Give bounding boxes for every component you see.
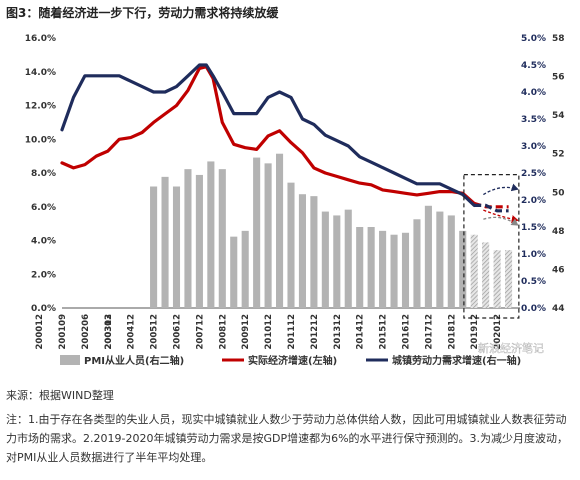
right1-axis-tick: 0.5% [521,277,546,287]
bar [436,211,444,308]
x-axis-tick-label: 200109 [58,314,68,350]
x-axis-tick-label: 200303 [104,314,114,350]
bar [344,209,352,308]
bar [184,169,192,308]
right2-axis-tick: 48 [552,227,565,237]
bar [207,161,215,308]
x-axis-tick-label: 201512 [379,314,389,350]
bar [298,194,306,308]
x-axis-tick-label: 200206 [81,314,91,350]
source-text: 来源：根据WIND整理 [6,389,114,402]
bar [333,215,341,308]
right1-axis-tick: 2.5% [521,169,546,179]
right1-axis-tick: 5.0% [521,34,546,44]
x-axis-tick-label: 201412 [356,314,366,350]
bar [161,176,169,308]
bar [401,232,410,308]
x-axis-tick-label: 201912 [470,314,480,350]
right1-axis-tick: 2.0% [521,196,546,206]
right2-axis-tick: 50 [552,188,565,198]
right1-axis-tick: 4.5% [521,61,546,71]
labor-demand-line-forecast [474,203,509,213]
bar [218,169,226,308]
x-axis-tick-label: 200512 [150,314,160,350]
bar [264,163,272,308]
note-text: 注：1.由于存在各类型的失业人员，现实中城镇就业人数少于劳动力总体供给人数，因此… [6,413,569,464]
bar [459,230,467,308]
x-axis-tick-label: 200012 [35,314,45,350]
right2-axis-tick: 54 [552,111,565,121]
left-axis-tick: 2.0% [31,270,56,280]
right1-axis-tick: 3.5% [521,115,546,125]
bar [310,196,318,308]
left-axis-tick: 8.0% [31,169,56,179]
right1-axis-tick: 1.5% [521,223,546,233]
bar [356,227,364,308]
left-axis-tick: 0.0% [31,304,56,314]
bar [172,186,181,308]
bar-forecast [493,250,501,308]
forecast-box [463,174,520,319]
bar [447,215,455,308]
bar [150,186,158,308]
right1-axis-tick: 0.0% [521,304,546,314]
bar [390,234,398,308]
bar [424,205,432,308]
right1-axis-tick: 1.0% [521,250,546,260]
right2-axis-tick: 58 [552,34,565,44]
legend-label-navy: 城镇劳动力需求增速(右一轴) [392,354,521,367]
bar [321,211,329,308]
bar [287,182,295,308]
gdp-growth-line [60,65,476,205]
x-axis-tick-label: 201112 [287,314,297,350]
bar [195,174,203,308]
bar-forecast [482,242,490,308]
legend-label-red: 实际经济增速(左轴) [248,354,337,367]
forecast-arrow-navy [483,183,519,196]
right1-axis-tick: 3.0% [521,142,546,152]
bar [367,227,375,308]
left-axis-tick: 16.0% [25,34,56,44]
bar-forecast [505,250,513,308]
labor-demand-line [60,63,476,207]
left-axis-tick: 12.0% [25,102,56,112]
x-axis-tick-label: 200712 [195,314,205,350]
left-axis-tick: 6.0% [31,203,56,213]
bar [276,153,284,308]
x-axis-tick-label: 201012 [264,314,274,350]
left-axis-tick: 14.0% [25,68,56,78]
right1-axis-tick: 4.0% [521,88,546,98]
bar [379,230,387,308]
bar [230,236,238,308]
right2-axis-tick: 52 [552,150,565,160]
x-axis-tick-label: 201312 [333,314,343,350]
forecast-arrow-gray [483,216,519,226]
legend-label-bar: PMI从业人员(右二轴) [84,354,184,367]
chart-title: 图3：随着经济进一步下行，劳动力需求将持续放缓 [6,6,279,20]
right2-axis-tick: 44 [552,304,565,314]
watermark: 新浪经济笔记 [478,341,544,355]
x-axis-tick-label: 200312 [104,314,114,350]
x-axis-tick-label: 200412 [127,314,137,350]
x-axis-tick-label: 200912 [241,314,251,350]
right2-axis-tick: 56 [552,73,565,83]
x-axis-tick-label: 201712 [424,314,434,350]
legend-swatch-bar [60,355,80,365]
x-axis-tick-label: 200812 [218,314,228,350]
bar [253,157,261,308]
left-axis-tick: 4.0% [31,237,56,247]
left-axis-tick: 10.0% [25,135,56,145]
bar-forecast [470,234,478,308]
x-axis-tick-label: 202012 [493,314,503,350]
chart: 0.0% 2.0% 4.0% 6.0% 8.0% 10.0% 12.0% 14.0% 16.0%… [25,34,565,367]
bar [413,219,421,308]
x-axis-tick-label: 200612 [173,314,183,350]
bar [241,230,249,308]
x-axis-tick-label: 201612 [402,314,412,350]
x-axis-tick-label: 201212 [310,314,320,350]
x-axis-tick-label: 201812 [447,314,457,350]
right2-axis-tick: 46 [552,265,565,275]
